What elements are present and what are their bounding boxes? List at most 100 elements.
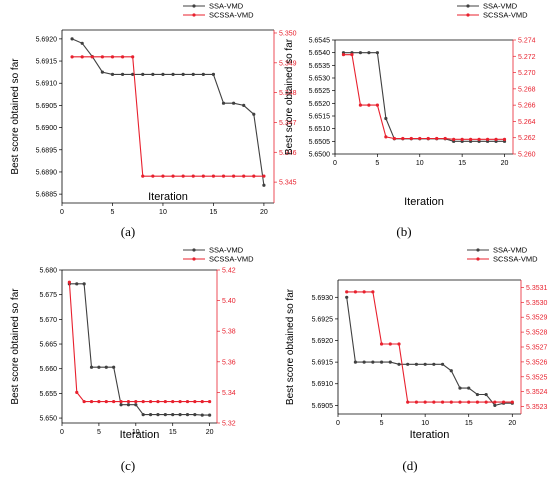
- data-point: [171, 399, 175, 404]
- data-point: [131, 55, 135, 59]
- y-axis-label: Best score obtained so far: [284, 38, 295, 155]
- legend-label: SCSSA-VMD: [209, 255, 254, 264]
- data-point: [350, 53, 354, 57]
- y-left-tick-label: 5.6930: [312, 295, 334, 302]
- data-point: [362, 290, 366, 294]
- data-point: [104, 399, 108, 404]
- data-point: [494, 137, 498, 141]
- data-point: [104, 365, 108, 369]
- y-left-tick-label: 5.660: [39, 366, 57, 373]
- data-point: [414, 400, 419, 404]
- y-right-tick-label: 5.345: [279, 180, 297, 187]
- data-point: [131, 72, 135, 76]
- legend-swatch-marker: [192, 13, 196, 17]
- data-point: [345, 295, 349, 299]
- x-axis-label: Iteration: [120, 429, 160, 441]
- data-point: [171, 72, 175, 76]
- legend-swatch-marker: [466, 13, 470, 17]
- y-right-tick-label: 5.260: [518, 152, 536, 159]
- data-point: [120, 55, 125, 59]
- data-point: [148, 413, 153, 417]
- y-right-tick-label: 5.40: [222, 298, 236, 305]
- y-right-tick-label: 5.3526: [526, 359, 548, 366]
- y-right-tick-label: 5.347: [279, 120, 297, 127]
- y-right-tick-label: 5.268: [518, 86, 536, 93]
- data-point: [242, 174, 246, 178]
- series-line-scssa-vmd: [68, 282, 210, 403]
- y-left-tick-label: 5.6915: [312, 360, 334, 367]
- data-point: [501, 400, 506, 404]
- data-point: [211, 174, 216, 178]
- data-point: [397, 362, 401, 366]
- x-tick-label: 0: [333, 160, 337, 167]
- data-point: [221, 101, 226, 105]
- data-point: [200, 413, 204, 417]
- y-right-tick-label: 5.262: [518, 135, 536, 142]
- data-point: [358, 103, 363, 107]
- chart-panel-2: 0 5 10 15 20 5.650 5.655 5.660 5.665 5.670 5.675 5.…: [10, 246, 254, 473]
- data-point: [156, 399, 160, 404]
- data-point: [341, 53, 346, 57]
- data-point: [392, 136, 396, 141]
- data-point: [379, 342, 384, 346]
- y-right-tick-label: 5.3530: [526, 300, 548, 307]
- x-tick-label: 0: [60, 429, 64, 436]
- data-point: [181, 72, 185, 76]
- data-point: [384, 135, 388, 139]
- data-point: [120, 72, 125, 76]
- data-point: [141, 72, 145, 76]
- data-point: [193, 413, 197, 417]
- data-point: [161, 72, 165, 76]
- x-tick-label: 5: [375, 160, 379, 167]
- data-point: [97, 365, 101, 369]
- series-line-ssa-vmd: [343, 52, 505, 142]
- data-point: [112, 365, 116, 369]
- legend-label: SSA-VMD: [209, 246, 244, 255]
- data-point: [469, 137, 473, 141]
- x-tick-label: 10: [159, 209, 167, 216]
- data-point: [414, 362, 419, 366]
- data-point: [200, 399, 204, 404]
- y-left-tick-label: 5.6500: [309, 152, 331, 159]
- y-left-tick-label: 5.6535: [309, 63, 331, 70]
- data-point: [353, 290, 358, 294]
- y-right-tick-label: 5.264: [518, 119, 536, 126]
- data-point: [89, 399, 94, 404]
- data-point: [110, 55, 115, 59]
- y-left-tick-label: 5.670: [39, 317, 57, 324]
- y-left-tick-label: 5.6530: [309, 76, 331, 83]
- data-point: [100, 70, 104, 74]
- data-point: [151, 174, 155, 178]
- data-point: [134, 403, 138, 407]
- chart-panel-1: 0 5 10 15 20 5.6500 5.6505 5.6510 5.6515 5.6520 5.…: [284, 2, 536, 239]
- data-point: [388, 360, 392, 364]
- y-left-tick-label: 5.650: [39, 416, 57, 423]
- y-left-tick-label: 5.6515: [309, 114, 331, 121]
- y-right-tick-label: 5.3523: [526, 404, 548, 411]
- y-left-tick-label: 5.6510: [309, 126, 331, 133]
- data-point: [375, 51, 379, 55]
- y-left-tick-label: 5.680: [39, 268, 57, 275]
- y-left-tick-label: 5.6910: [312, 381, 334, 388]
- y-left-tick-label: 5.6885: [36, 192, 58, 199]
- y-right-tick-label: 5.3531: [526, 285, 548, 292]
- x-tick-label: 20: [206, 429, 214, 436]
- data-point: [181, 174, 185, 178]
- y-right-tick-label: 5.3524: [526, 389, 548, 396]
- data-point: [208, 413, 212, 417]
- y-axis-label: Best score obtained so far: [285, 288, 296, 405]
- y-right-tick-label: 5.274: [518, 38, 536, 45]
- data-point: [82, 282, 86, 286]
- y-left-tick-label: 5.6540: [309, 50, 331, 57]
- x-tick-label: 15: [465, 420, 473, 427]
- legend-swatch-marker: [476, 248, 480, 252]
- y-left-tick-label: 5.6905: [312, 403, 334, 410]
- data-point: [156, 413, 160, 417]
- x-tick-label: 5: [111, 209, 115, 216]
- legend-swatch-marker: [476, 257, 480, 261]
- y-left-tick-label: 5.675: [39, 292, 57, 299]
- y-right-tick-label: 5.270: [518, 70, 536, 77]
- y-left-tick-label: 5.6900: [36, 125, 58, 132]
- data-point: [379, 360, 384, 364]
- x-tick-label: 10: [416, 160, 424, 167]
